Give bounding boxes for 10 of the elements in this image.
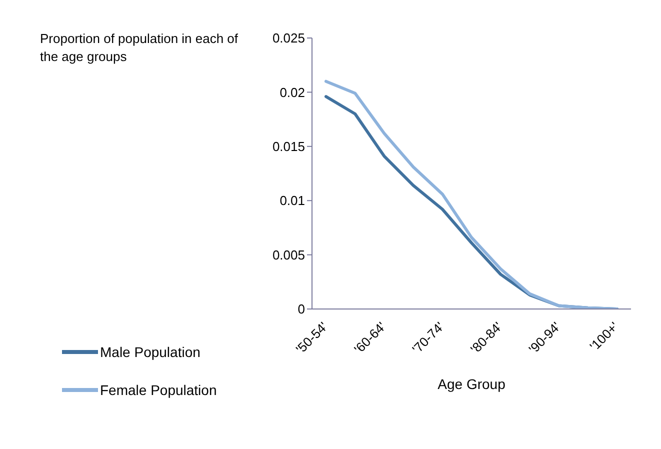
y-tick-label: 0.025 <box>272 30 305 46</box>
legend-label: Male Population <box>100 344 200 360</box>
y-tick-label: 0.005 <box>272 247 305 262</box>
y-tick-label: 0.02 <box>280 84 305 100</box>
y-axis-title: Proportion of population in each of the age groups <box>40 30 240 66</box>
y-tick-label: 0.015 <box>272 139 305 154</box>
y-tick-label: 0.01 <box>280 193 305 208</box>
y-tick-label: 0 <box>298 302 305 317</box>
legend-label: Female Population <box>100 382 217 398</box>
x-axis-title: Age Group <box>438 376 506 392</box>
